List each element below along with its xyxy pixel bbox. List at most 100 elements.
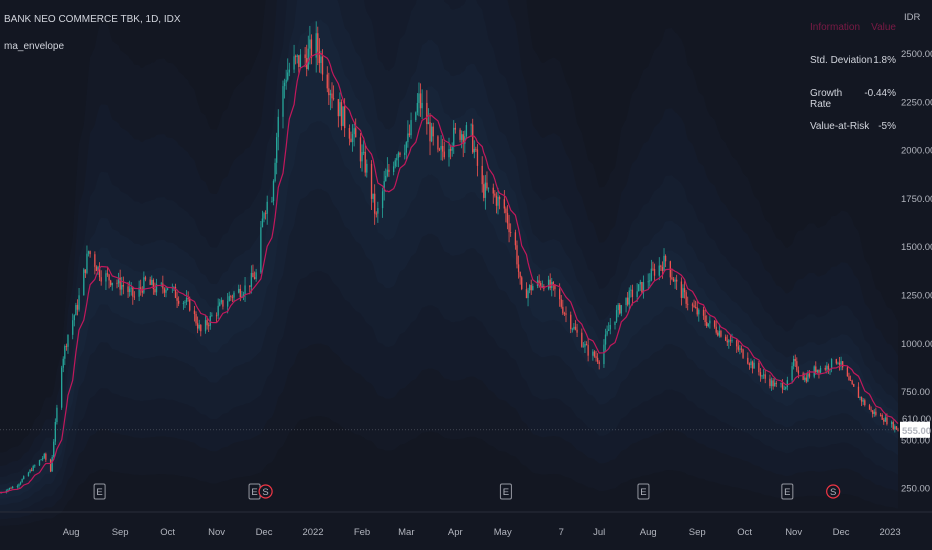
candle (525, 282, 528, 299)
candle-body (797, 370, 800, 374)
candle-body (641, 281, 643, 293)
info-row-growth: Growth Rate -0.44% (810, 88, 896, 121)
candle-body (421, 102, 423, 109)
candle (342, 106, 344, 127)
symbol-title[interactable]: BANK NEO COMMERCE TBK, 1D, IDX (4, 14, 181, 25)
candle-body (116, 282, 118, 284)
candle-body (353, 128, 355, 135)
candle (552, 281, 555, 291)
candle (786, 376, 788, 391)
candle (653, 263, 656, 281)
candle (894, 424, 896, 433)
candle-body (16, 486, 19, 487)
x-tick-label: 7 (559, 527, 564, 538)
candle-body (879, 414, 882, 416)
candle-body (165, 289, 167, 293)
candle (460, 130, 463, 149)
candle-body (86, 253, 88, 273)
candle-body (582, 346, 585, 348)
candle-body (440, 146, 442, 150)
candle (498, 195, 501, 210)
x-tick-label: May (494, 527, 512, 538)
candle (736, 338, 738, 353)
x-tick-label: Feb (354, 527, 370, 538)
candle-body (27, 472, 30, 477)
indicator-name[interactable]: ma_envelope (4, 41, 65, 52)
candle (694, 300, 697, 309)
candle-body (72, 320, 74, 335)
candle-body (818, 369, 820, 373)
candle (34, 464, 36, 468)
candle (532, 283, 534, 291)
candle-body (530, 285, 532, 291)
earnings-marker[interactable]: E (499, 483, 512, 500)
split-marker[interactable]: S (258, 484, 273, 499)
candle (753, 358, 755, 369)
candle (608, 322, 610, 332)
candle-body (43, 453, 45, 458)
candle (484, 174, 487, 210)
candle-body (706, 321, 708, 327)
candle-body (249, 285, 251, 287)
candle (193, 306, 196, 322)
candle (505, 206, 507, 223)
candle (742, 348, 744, 360)
earnings-marker[interactable]: E (637, 483, 650, 500)
candle-body (343, 106, 346, 129)
candle-body (476, 149, 479, 166)
earnings-marker[interactable]: E (93, 483, 106, 500)
earnings-marker[interactable]: E (248, 483, 261, 500)
candle-body (725, 336, 727, 341)
candle-body (780, 383, 782, 385)
candle-body (304, 54, 306, 59)
candle (868, 403, 871, 410)
candle-body (713, 320, 716, 327)
candle (860, 396, 863, 407)
candle-body (584, 344, 586, 347)
candle-body (630, 289, 632, 291)
candle (430, 122, 433, 143)
candle (438, 147, 441, 152)
candle-body (60, 367, 63, 408)
candle-body (228, 296, 230, 302)
candle (837, 361, 839, 365)
candle (111, 282, 113, 291)
time-axis[interactable]: Aug Sep Oct Nov Dec 2022 Feb Mar Apr May 7 Jul Aug Se… (0, 511, 932, 538)
candle (353, 123, 355, 147)
candle (370, 160, 373, 210)
candle (650, 259, 653, 282)
candle (816, 369, 819, 374)
candlesticks[interactable] (0, 21, 899, 494)
candle-body (481, 165, 483, 185)
candle (200, 324, 202, 337)
candle-body (193, 310, 196, 315)
candle (294, 54, 297, 65)
candle-body (8, 487, 11, 490)
candle (8, 487, 11, 491)
candle (86, 245, 88, 275)
candle (154, 282, 156, 296)
candle-body (870, 409, 872, 411)
x-tick-label: Dec (256, 527, 273, 538)
earnings-marker-box (93, 483, 106, 500)
price-axis[interactable]: IDR 250.00 500.00 750.00 1000.00 1250.00 1500.… (900, 0, 932, 550)
candle-body (742, 349, 744, 358)
earnings-marker[interactable]: E (781, 483, 794, 500)
candle-body (375, 213, 377, 215)
candle-body (619, 304, 621, 314)
candle-body (492, 187, 494, 194)
candle-body (263, 213, 265, 219)
candle-body (608, 329, 610, 331)
candle-body (715, 326, 717, 333)
candle-body (581, 332, 583, 347)
candle (185, 290, 188, 306)
x-tick-label: Oct (737, 527, 752, 538)
candle-body (475, 148, 477, 150)
candle-body (770, 380, 773, 387)
info-row-value: -0.44% (864, 88, 896, 99)
candle (540, 280, 542, 291)
split-marker[interactable]: S (826, 484, 841, 499)
